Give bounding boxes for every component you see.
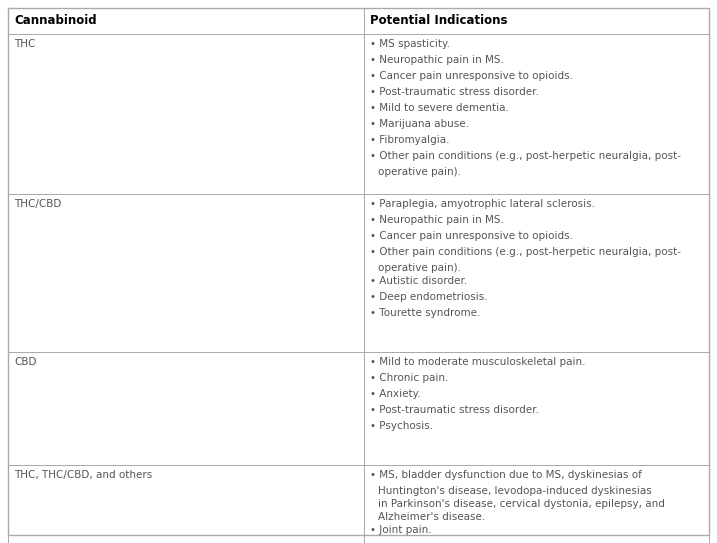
Text: • Mild to moderate musculoskeletal pain.: • Mild to moderate musculoskeletal pain. (370, 357, 586, 367)
Text: • Marijuana abuse.: • Marijuana abuse. (370, 119, 469, 129)
Text: Cannabinoid: Cannabinoid (14, 15, 97, 28)
Text: • Chronic pain.: • Chronic pain. (370, 373, 448, 383)
Text: • Post-traumatic stress disorder.: • Post-traumatic stress disorder. (370, 87, 539, 97)
Text: • Psychosis.: • Psychosis. (370, 421, 433, 431)
Bar (364, 34, 709, 194)
Text: • Joint pain.: • Joint pain. (370, 525, 432, 535)
Text: • Deep endometriosis.: • Deep endometriosis. (370, 292, 488, 302)
Text: THC/CBD: THC/CBD (14, 199, 62, 209)
Text: • MS, bladder dysfunction due to MS, dyskinesias of: • MS, bladder dysfunction due to MS, dys… (370, 470, 642, 480)
Text: • MS spasticity.: • MS spasticity. (370, 39, 450, 49)
Text: • Post-traumatic stress disorder.: • Post-traumatic stress disorder. (370, 405, 539, 415)
Bar (8, 465, 364, 543)
Bar (364, 8, 709, 34)
Bar (8, 34, 364, 194)
Bar (364, 194, 709, 352)
Bar (8, 194, 364, 352)
Text: • Other pain conditions (e.g., post-herpetic neuralgia, post-: • Other pain conditions (e.g., post-herp… (370, 151, 681, 161)
Text: Potential Indications: Potential Indications (370, 15, 508, 28)
Text: • Anxiety.: • Anxiety. (370, 389, 421, 399)
Text: operative pain).: operative pain). (378, 167, 461, 177)
Text: • Other pain conditions (e.g., post-herpetic neuralgia, post-: • Other pain conditions (e.g., post-herp… (370, 247, 681, 257)
Text: • Cancer pain unresponsive to opioids.: • Cancer pain unresponsive to opioids. (370, 71, 573, 81)
Text: • Autistic disorder.: • Autistic disorder. (370, 276, 467, 286)
Text: • Fibromyalgia.: • Fibromyalgia. (370, 135, 450, 145)
Bar (364, 465, 709, 543)
Bar (8, 352, 364, 465)
Bar (364, 352, 709, 465)
Text: • Cancer pain unresponsive to opioids.: • Cancer pain unresponsive to opioids. (370, 231, 573, 241)
Text: in Parkinson's disease, cervical dystonia, epilepsy, and: in Parkinson's disease, cervical dystoni… (378, 499, 665, 509)
Text: THC: THC (14, 39, 35, 49)
Text: THC, THC/CBD, and others: THC, THC/CBD, and others (14, 470, 152, 480)
Text: • Neuropathic pain in MS.: • Neuropathic pain in MS. (370, 215, 504, 225)
Text: Alzheimer's disease.: Alzheimer's disease. (378, 512, 485, 522)
Text: • Tourette syndrome.: • Tourette syndrome. (370, 308, 480, 318)
Text: operative pain).: operative pain). (378, 263, 461, 273)
Bar (8, 8, 364, 34)
Text: • Paraplegia, amyotrophic lateral sclerosis.: • Paraplegia, amyotrophic lateral sclero… (370, 199, 595, 209)
Text: • Neuropathic pain in MS.: • Neuropathic pain in MS. (370, 55, 504, 65)
Text: CBD: CBD (14, 357, 37, 367)
Text: • Mild to severe dementia.: • Mild to severe dementia. (370, 103, 509, 113)
Text: Huntington's disease, levodopa-induced dyskinesias: Huntington's disease, levodopa-induced d… (378, 486, 652, 496)
